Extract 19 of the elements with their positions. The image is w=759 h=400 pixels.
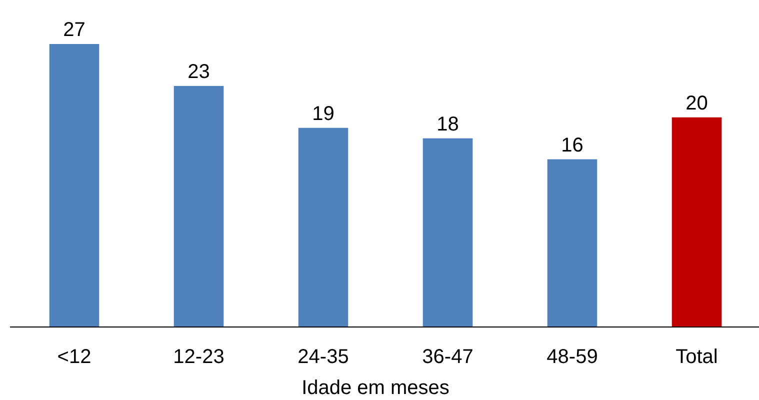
data-label: 27	[63, 19, 86, 41]
bar	[422, 138, 473, 327]
data-label: 20	[686, 92, 708, 114]
data-label: 23	[188, 60, 210, 83]
bar	[672, 117, 722, 327]
x-tick-label: 24-35	[298, 346, 349, 368]
x-tick-label: <12	[57, 346, 92, 368]
data-label: 16	[561, 134, 584, 156]
x-tick-label: 36-47	[422, 346, 474, 368]
data-label: 18	[436, 113, 459, 136]
bar	[547, 159, 598, 327]
bar	[298, 128, 348, 327]
bar	[49, 44, 100, 327]
x-tick-label: Total	[676, 346, 718, 368]
data-label: 19	[312, 102, 334, 125]
x-tick-label: 12-23	[173, 346, 224, 368]
x-tick-label: 48-59	[546, 346, 598, 368]
bar	[174, 86, 224, 327]
x-axis-title: Idade em meses	[302, 377, 450, 399]
